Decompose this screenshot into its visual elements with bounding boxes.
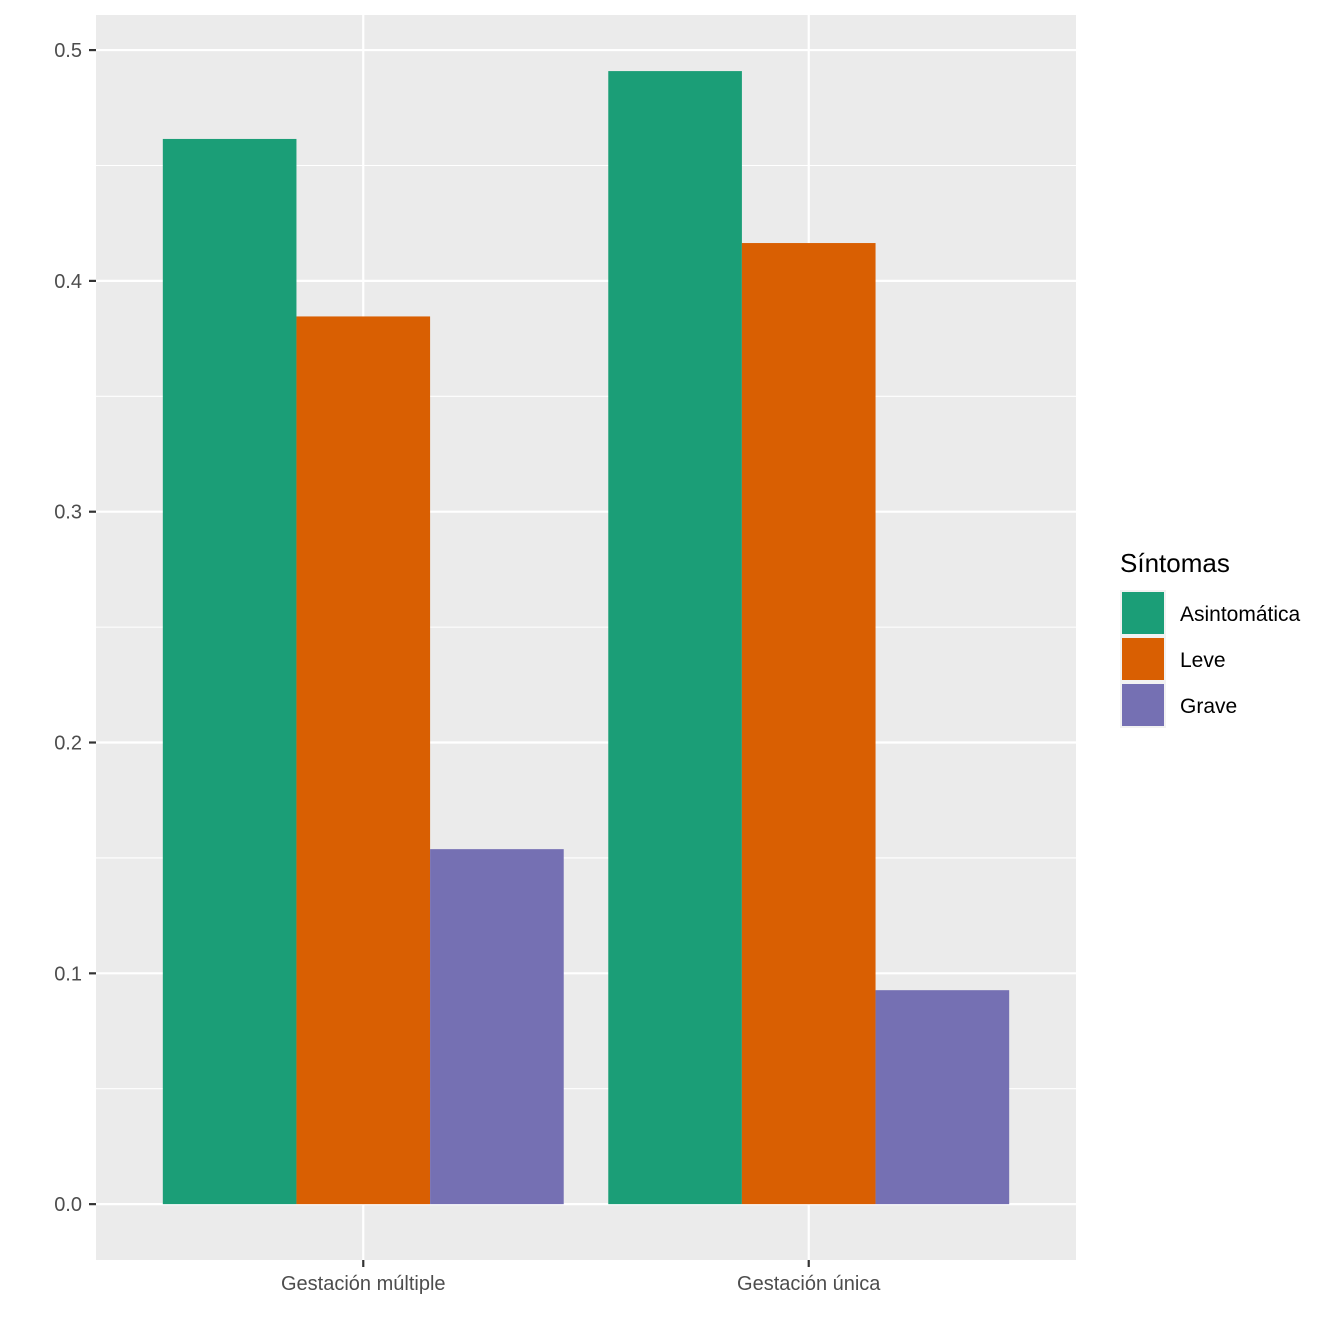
bar — [296, 316, 431, 1205]
legend-label: Leve — [1180, 649, 1226, 672]
legend-key-swatch — [1122, 592, 1164, 634]
y-tick-label: 0.2 — [54, 733, 82, 755]
bars — [162, 71, 1010, 1205]
y-tick-label: 0.3 — [54, 502, 82, 524]
legend: Síntomas Asintomática Leve Grave — [1120, 548, 1301, 728]
y-tick-label: 0.4 — [54, 271, 82, 293]
legend-label: Asintomática — [1180, 603, 1301, 626]
bar — [162, 138, 297, 1205]
x-tick-label: Gestación múltiple — [281, 1273, 446, 1295]
legend-items: Asintomática Leve Grave — [1120, 590, 1301, 728]
y-axis: 0.0 0.1 0.2 0.3 0.4 0.5 — [54, 40, 96, 1216]
x-tick-label: Gestación única — [737, 1273, 881, 1295]
x-axis: Gestación múltiple Gestación única — [281, 1260, 881, 1295]
legend-title: Síntomas — [1120, 548, 1230, 578]
legend-key-swatch — [1122, 638, 1164, 680]
bar — [875, 990, 1010, 1205]
legend-key-swatch — [1122, 684, 1164, 726]
bar — [741, 243, 876, 1205]
legend-label: Grave — [1180, 695, 1237, 718]
y-tick-label: 0.1 — [54, 963, 82, 985]
bar — [608, 71, 742, 1205]
y-tick-label: 0.5 — [54, 40, 82, 62]
y-tick-label: 0.0 — [54, 1194, 82, 1216]
bar — [430, 849, 564, 1205]
